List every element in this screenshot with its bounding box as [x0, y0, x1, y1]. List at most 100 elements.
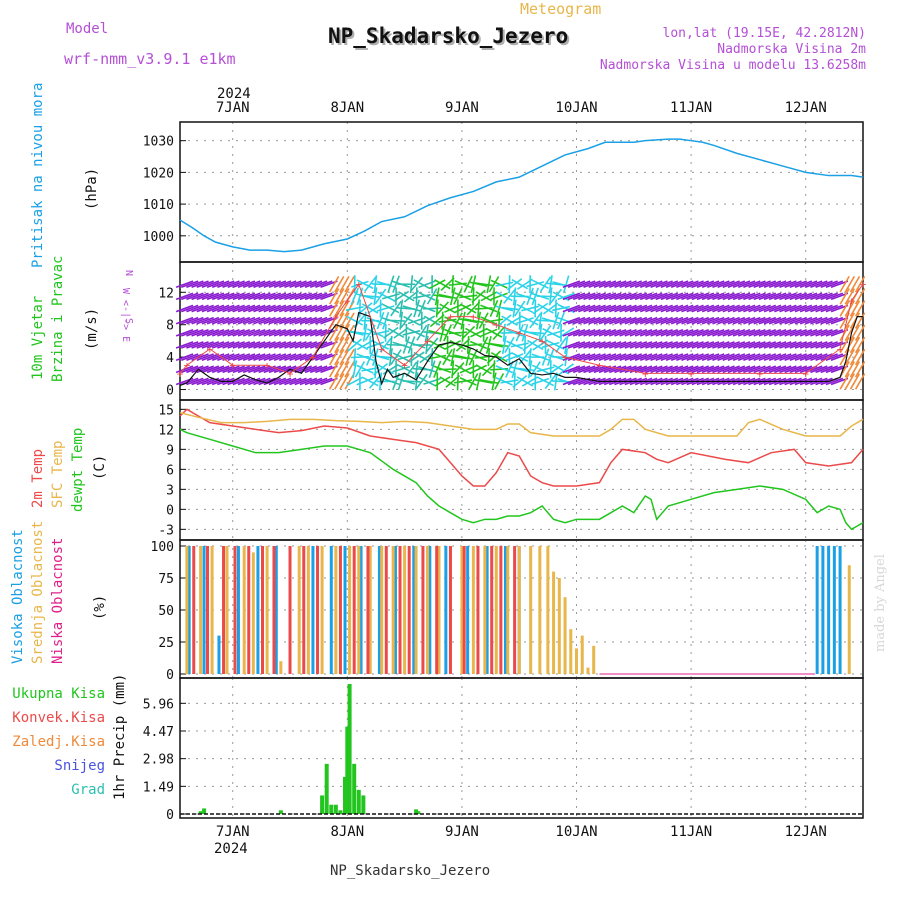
wind-barb	[784, 292, 802, 301]
wind-barb	[650, 304, 668, 313]
wind-barb	[815, 341, 833, 349]
wind-barb	[526, 287, 534, 306]
wind-barb	[844, 288, 856, 305]
wind-barb	[258, 328, 276, 337]
cloud-bar	[210, 546, 214, 674]
wind-barb	[289, 328, 307, 337]
wind-barb	[794, 365, 813, 374]
precip-bar	[356, 789, 361, 814]
wind-barb	[593, 304, 612, 313]
wind-barb	[712, 353, 730, 361]
wind-gust-marker: +	[333, 311, 340, 324]
wind-barb	[639, 328, 658, 337]
wind-barb	[339, 361, 350, 378]
wind-barb	[815, 280, 833, 289]
wind-barb	[304, 365, 323, 374]
wind-barb	[263, 304, 281, 313]
wind-barb	[227, 377, 245, 386]
wind-barb	[552, 305, 570, 312]
wind-barb	[804, 280, 823, 289]
wind-barb	[376, 280, 395, 288]
wind-barb	[399, 311, 404, 330]
wind-barb	[211, 316, 230, 325]
wind-gust-marker: +	[177, 367, 184, 380]
temp-ylabel-sfc: SFC Temp	[50, 441, 66, 508]
wind-barb	[201, 341, 220, 349]
y-tick-label: 3	[166, 483, 174, 498]
wind-barb	[650, 280, 668, 289]
wind-barb	[490, 279, 508, 289]
wind-barb	[186, 280, 204, 289]
wind-barb	[315, 377, 333, 386]
wind-barb	[844, 276, 856, 293]
wind-barb	[328, 300, 340, 317]
wind-barb	[588, 316, 606, 325]
wind-barb	[438, 368, 457, 371]
wind-barb	[449, 339, 467, 351]
wind-barb	[350, 330, 369, 335]
wind-barb	[572, 292, 591, 301]
wind-barb	[521, 323, 529, 342]
wind-barb	[717, 316, 735, 325]
wind-barb	[737, 292, 756, 301]
wind-barb	[727, 292, 746, 301]
cloud-bar	[448, 546, 452, 674]
wind-barb	[660, 341, 679, 349]
wind-barb	[670, 365, 689, 374]
wind-barb	[839, 373, 850, 390]
wind-barb	[512, 374, 528, 388]
cloud-bar	[338, 546, 342, 674]
wind-barb	[825, 365, 844, 374]
wind-barb	[248, 292, 266, 301]
wind-barb	[181, 341, 199, 349]
precip-bar	[414, 809, 419, 814]
wind-barb	[696, 292, 715, 301]
pressure-line	[179, 138, 864, 253]
wind-barb	[186, 377, 204, 386]
wind-barb	[253, 365, 271, 374]
wind-barb	[242, 280, 261, 289]
wind-barb	[232, 304, 251, 313]
wind-barb	[201, 316, 220, 325]
wind-barb	[578, 365, 596, 374]
wind-barb	[603, 341, 622, 349]
wind-barb	[211, 365, 230, 374]
wind-barb	[748, 341, 766, 349]
wind-barb	[629, 353, 648, 361]
wind-barb	[665, 304, 684, 313]
wind-barb	[804, 328, 823, 337]
wind-barb	[691, 316, 710, 325]
wind-barb	[609, 316, 627, 325]
wind-barb	[717, 280, 735, 289]
wind-barb	[686, 353, 704, 361]
wind-barb	[201, 328, 220, 337]
wind-barb	[222, 328, 240, 337]
wind-barb	[548, 287, 553, 306]
cloud-bar	[563, 597, 567, 674]
wind-barb	[388, 348, 393, 367]
wind-barb	[717, 328, 735, 337]
wind-ylabel-1: 10m Vjetar	[30, 296, 46, 380]
precip-bar	[329, 804, 334, 814]
wind-barb	[732, 328, 751, 337]
wind-barb	[309, 292, 328, 301]
wind-barb	[242, 365, 261, 374]
wind-barb	[490, 342, 509, 348]
wind-barb	[825, 353, 844, 361]
wind-barb	[527, 360, 533, 379]
wind-barb	[315, 353, 333, 361]
wind-barb	[433, 360, 442, 378]
wind-barb	[645, 292, 663, 301]
wind-barb	[629, 341, 648, 349]
wind-barb	[503, 288, 516, 304]
wind-barb	[217, 328, 235, 337]
wind-barb	[583, 292, 601, 301]
cloud-bar	[261, 546, 265, 674]
wind-barb	[727, 316, 746, 325]
wind-barb	[448, 282, 467, 286]
wind-barb	[614, 292, 632, 301]
cloud-bar	[494, 546, 498, 674]
wind-barb	[364, 324, 376, 341]
precip-bar	[278, 810, 283, 814]
wind-barb	[494, 373, 505, 390]
